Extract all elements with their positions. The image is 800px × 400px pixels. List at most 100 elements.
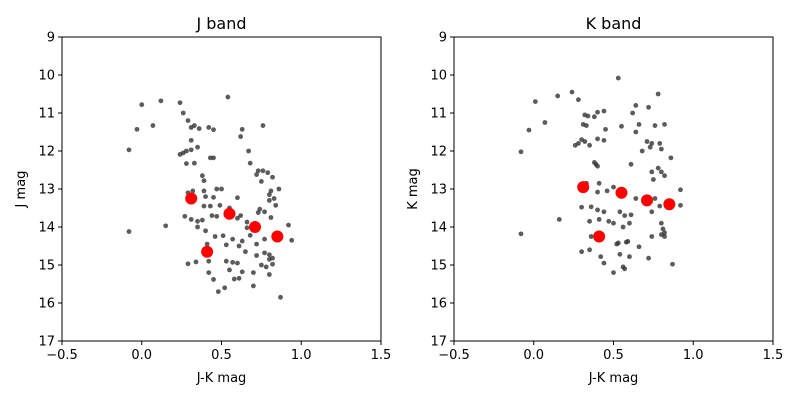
highlight-point	[663, 198, 676, 211]
chart-title: J band	[195, 14, 246, 33]
x-axis-label: J-K mag	[588, 371, 639, 386]
highlight-point	[615, 186, 628, 199]
data-point	[658, 220, 664, 226]
chart-j-band: J band −0.5 0.0 0.5 1.0 1.5 9 10 11 12 13 14 15 16 1…	[14, 14, 391, 386]
data-point	[595, 136, 600, 142]
data-point	[201, 178, 207, 184]
data-point	[235, 195, 240, 201]
y-tick-label: 15	[38, 259, 55, 274]
data-point	[126, 229, 132, 234]
x-axis-ticks: −0.5 0.0 0.5 1.0 1.5	[46, 341, 391, 363]
data-point	[243, 249, 248, 255]
data-point	[204, 241, 210, 247]
data-point	[650, 177, 656, 182]
data-point	[678, 202, 683, 208]
data-point	[622, 213, 628, 219]
y-tick-label: 9	[439, 31, 447, 46]
data-point	[286, 222, 291, 228]
y-tick-label: 12	[38, 145, 55, 160]
data-point	[668, 155, 674, 161]
data-point	[260, 168, 266, 174]
data-point	[177, 100, 183, 106]
data-point	[266, 272, 272, 277]
data-point	[587, 142, 592, 148]
data-point	[158, 98, 164, 104]
data-point	[270, 261, 275, 267]
data-point	[219, 186, 224, 192]
data-point	[542, 120, 548, 125]
data-point	[647, 144, 653, 150]
highlight-point	[249, 221, 261, 233]
data-point	[260, 123, 266, 128]
data-point	[271, 196, 277, 201]
highlight-point	[271, 230, 284, 243]
data-point	[518, 149, 524, 155]
data-point	[239, 238, 245, 244]
data-point	[214, 213, 220, 219]
data-point	[211, 155, 216, 161]
data-point	[139, 102, 145, 108]
y-tick-label: 10	[38, 69, 55, 84]
data-point	[235, 215, 240, 221]
data-point	[615, 75, 621, 81]
data-point	[211, 127, 216, 133]
data-point	[239, 126, 245, 132]
data-point	[576, 141, 581, 146]
data-point	[270, 174, 275, 180]
data-point	[569, 89, 575, 95]
data-point	[601, 209, 607, 215]
data-point	[649, 141, 655, 146]
data-point	[620, 224, 626, 230]
x-tick-label: 0.5	[211, 348, 232, 363]
data-point	[185, 261, 191, 267]
data-point	[598, 254, 604, 260]
x-tick-label: −0.5	[438, 348, 470, 363]
data-point	[211, 277, 216, 282]
data-point	[195, 224, 200, 230]
points-layer	[518, 75, 683, 275]
data-point	[230, 259, 236, 265]
data-point	[579, 204, 584, 210]
data-point	[658, 169, 664, 175]
data-point	[595, 163, 600, 169]
x-tick-label: 0.5	[603, 348, 624, 363]
data-point	[627, 220, 632, 226]
data-point	[556, 217, 562, 222]
data-point	[595, 189, 600, 195]
y-tick-label: 9	[47, 31, 55, 46]
data-point	[585, 113, 591, 119]
data-point	[235, 260, 240, 266]
data-point	[633, 129, 639, 135]
highlight-point	[593, 230, 606, 243]
data-point	[206, 125, 212, 130]
data-point	[185, 118, 191, 123]
data-point	[628, 161, 634, 167]
data-point	[196, 126, 202, 131]
data-point	[601, 108, 607, 114]
data-point	[601, 137, 607, 143]
data-point	[214, 186, 220, 192]
data-point	[262, 209, 267, 215]
data-point	[251, 270, 256, 275]
data-point	[633, 196, 639, 201]
data-point	[622, 266, 628, 272]
data-point	[262, 250, 267, 256]
x-tick-label: 1.5	[763, 348, 784, 363]
data-point	[603, 126, 608, 132]
y-tick-label: 11	[430, 107, 447, 122]
data-point	[251, 283, 256, 289]
data-point	[270, 255, 275, 261]
data-point	[191, 160, 197, 166]
data-point	[596, 217, 602, 222]
data-point	[238, 213, 244, 219]
data-point	[215, 289, 221, 294]
data-point	[238, 134, 244, 139]
chart-k-band: K band −0.5 0.0 0.5 1.0 1.5 9 10 11 12 13 14 15 16 1…	[406, 14, 783, 386]
data-point	[230, 236, 236, 242]
data-point	[206, 270, 212, 275]
data-point	[636, 122, 642, 127]
data-point	[258, 262, 264, 268]
data-point	[195, 218, 200, 224]
data-point	[150, 123, 156, 128]
y-axis-label: K mag	[406, 168, 421, 210]
